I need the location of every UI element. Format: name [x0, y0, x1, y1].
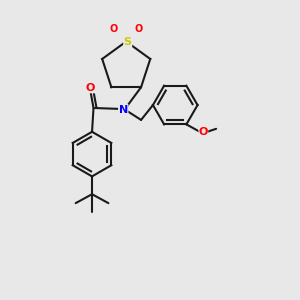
Text: N: N [118, 104, 128, 115]
Text: O: O [86, 83, 95, 93]
Text: O: O [199, 128, 208, 137]
Text: O: O [110, 24, 118, 34]
Text: S: S [124, 37, 132, 46]
Text: O: O [135, 24, 143, 34]
